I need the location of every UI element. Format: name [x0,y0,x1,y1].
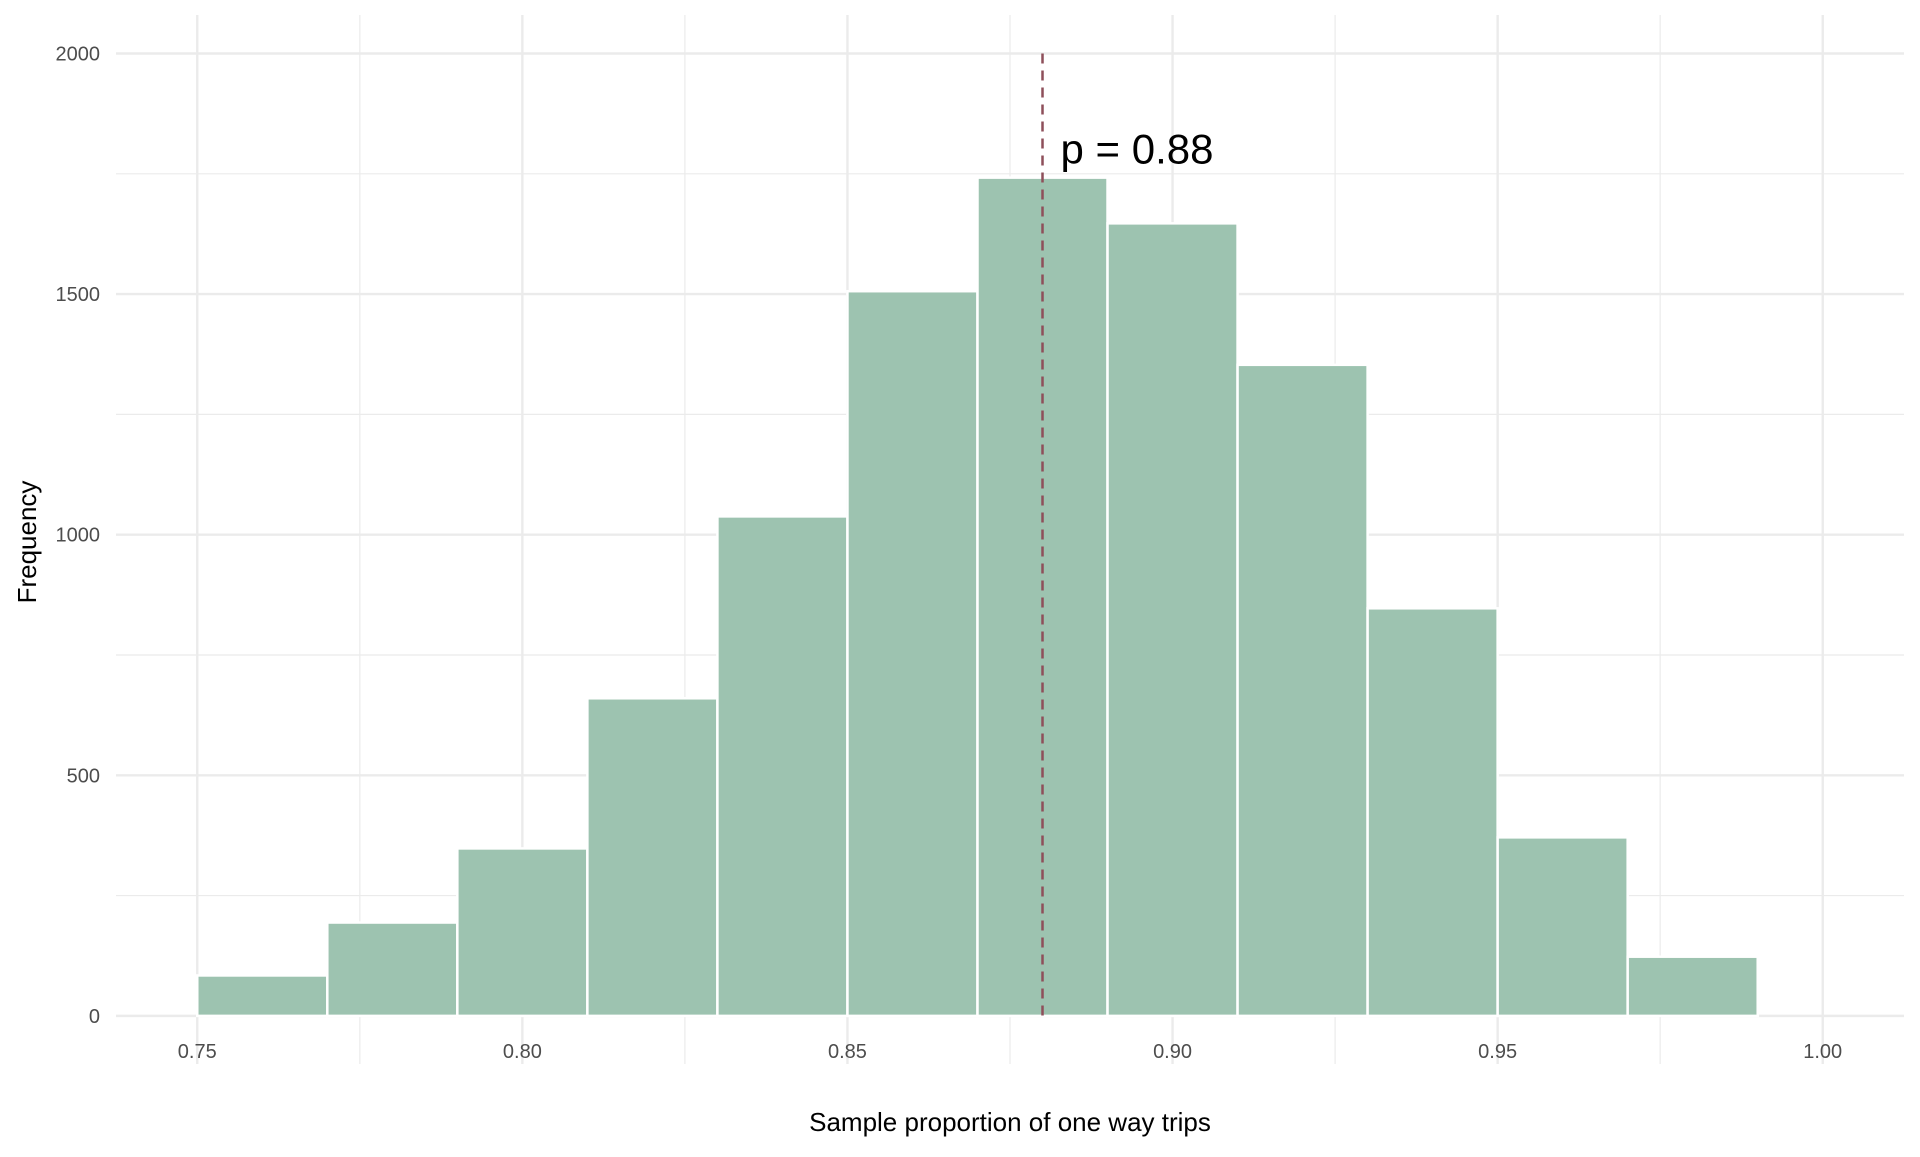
histogram-bar [326,921,459,1018]
x-tick-label: 0.95 [1478,1041,1517,1063]
x-tick-label: 0.90 [1153,1041,1192,1063]
histogram-bar [1106,222,1239,1018]
x-tick-label: 0.75 [178,1041,217,1063]
histogram-bar [846,289,979,1018]
histogram-bar [1496,836,1629,1018]
reference-line-label: p = 0.88 [1061,126,1214,173]
y-tick-label: 1500 [56,284,101,306]
histogram-bar [716,515,849,1018]
y-tick-label: 0 [89,1006,100,1028]
y-tick-labels: 0 500 1000 1500 2000 [56,43,101,1027]
x-tick-label: 1.00 [1803,1041,1842,1063]
x-axis-title: Sample proportion of one way trips [809,1107,1211,1137]
y-axis-title: Frequency [12,481,42,604]
y-tick-label: 2000 [56,43,101,65]
bars [196,176,1759,1018]
histogram-bar [196,974,329,1018]
histogram-bar [1366,607,1499,1018]
y-tick-label: 500 [67,765,100,787]
y-tick-label: 1000 [56,525,101,547]
x-tick-label: 0.80 [503,1041,542,1063]
histogram-bar [456,847,589,1018]
reference-line-group: p = 0.88 [1041,53,1214,1016]
x-tick-label: 0.85 [828,1041,867,1063]
histogram-bar [1236,363,1369,1018]
histogram-bar [586,697,719,1018]
histogram-bar [1626,955,1759,1018]
x-tick-labels: 0.75 0.80 0.85 0.90 0.95 1.00 [178,1041,1842,1063]
